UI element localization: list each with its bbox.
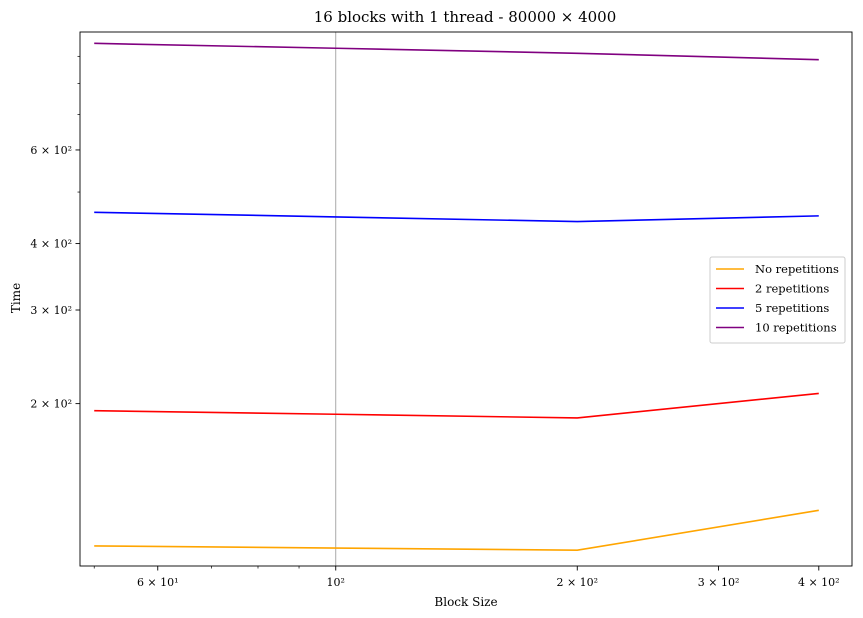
y-axis-label: Time (9, 283, 23, 313)
y-tick-label: 6 × 10² (30, 144, 72, 157)
series-line-1 (94, 509, 819, 552)
x-tick-label: 2 × 10² (556, 576, 598, 589)
x-tick-label: 4 × 10² (798, 576, 840, 589)
x-axis-label: Block Size (434, 595, 497, 609)
legend-box (709, 256, 846, 344)
plot-area: 10² 2 × 10² 3 × 10² 4 × 10² 6 × 10¹ 2 × 10² 3 … (30, 31, 853, 589)
x-tick-label: 10² (327, 576, 345, 589)
legend-label-1: No repetitions (755, 262, 839, 276)
series-line-4 (94, 42, 819, 61)
y-tick-label: 4 × 10² (30, 238, 72, 251)
x-tick-label: 3 × 10² (698, 576, 740, 589)
series-line-2 (94, 392, 819, 419)
y-tick-label: 3 × 10² (30, 304, 72, 317)
legend-label-2: 2 repetitions (755, 282, 829, 296)
y-tick-label: 2 × 10² (30, 398, 72, 411)
chart-title: 16 blocks with 1 thread - 80000 × 4000 (314, 8, 617, 26)
x-tick-label: 6 × 10¹ (137, 576, 179, 589)
series-line-3 (94, 211, 819, 223)
legend: No repetitions 2 repetitions 5 repetitions… (709, 256, 846, 344)
axes-frame (79, 31, 853, 567)
legend-label-4: 10 repetitions (755, 321, 837, 335)
legend-label-3: 5 repetitions (755, 301, 829, 315)
